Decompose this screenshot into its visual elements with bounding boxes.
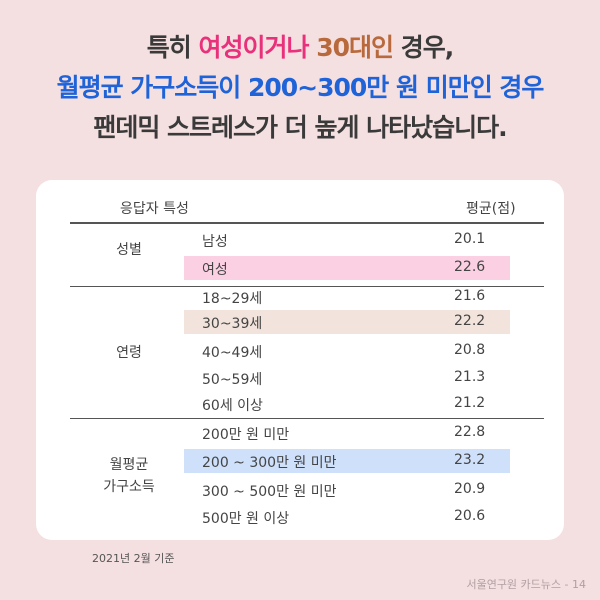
header-characteristic: 응답자 특성 [120, 201, 189, 217]
row-label: 18~29세 [202, 291, 263, 307]
row-label: 여성 [202, 262, 228, 278]
group-label-income: 월평균 가구소득 [70, 454, 188, 498]
group-label-gender: 성별 [116, 242, 142, 258]
table-row: 60세 이상 21.2 [184, 392, 510, 416]
table-row-highlight: 여성 22.6 [184, 256, 510, 280]
footnote-date: 2021년 2월 기준 [92, 552, 175, 565]
headline-line-2: 월평균 가구소득이 200~300만 원 미만인 경우 [56, 73, 545, 102]
table-row-highlight: 30~39세 22.2 [184, 310, 510, 334]
row-value: 20.1 [454, 231, 486, 247]
headline: 특히 여성이거나 30대인 경우, 월평균 가구소득이 200~300만 원 미… [0, 28, 600, 148]
row-value: 21.2 [454, 395, 486, 411]
row-label: 200 ~ 300만 원 미만 [202, 455, 337, 471]
row-value: 21.6 [454, 288, 486, 304]
row-label: 200만 원 미만 [202, 427, 290, 443]
headline-text: 특히 [146, 33, 199, 62]
row-label: 남성 [202, 234, 228, 250]
table-row: 40~49세 20.8 [184, 339, 510, 363]
headline-highlight-female: 여성이거나 [198, 33, 309, 62]
table-row: 남성 20.1 [184, 228, 510, 252]
row-label: 40~49세 [202, 345, 263, 361]
table-row: 50~59세 21.3 [184, 366, 510, 390]
table-row: 18~29세 21.6 [184, 285, 510, 309]
row-value: 20.9 [454, 481, 486, 497]
row-label: 60세 이상 [202, 398, 263, 414]
row-label: 300 ~ 500만 원 미만 [202, 484, 337, 500]
row-label: 500만 원 이상 [202, 511, 290, 527]
headline-line-1: 특히 여성이거나 30대인 경우, [0, 28, 600, 68]
row-value: 23.2 [454, 452, 486, 468]
table-row: 300 ~ 500만 원 미만 20.9 [184, 478, 510, 502]
headline-line-3: 팬데믹 스트레스가 더 높게 나타났습니다. [93, 113, 507, 142]
headline-highlight-30s: 30대인 [316, 33, 394, 62]
row-value: 21.3 [454, 369, 486, 385]
credit-label: 서울연구원 카드뉴스 - 14 [466, 578, 586, 591]
group-divider [70, 418, 544, 419]
row-label: 50~59세 [202, 372, 263, 388]
group-label-age: 연령 [116, 345, 142, 361]
headline-text: 경우, [393, 33, 455, 62]
table-top-rule [70, 222, 544, 224]
group-divider [70, 286, 544, 287]
row-value: 20.8 [454, 342, 486, 358]
row-label: 30~39세 [202, 316, 263, 332]
row-value: 20.6 [454, 508, 486, 524]
row-value: 22.2 [454, 313, 486, 329]
table-row-highlight: 200 ~ 300만 원 미만 23.2 [184, 449, 510, 473]
group-label-income-line2: 가구소득 [103, 479, 155, 495]
table-row: 500만 원 이상 20.6 [184, 505, 510, 529]
group-label-income-line1: 월평균 [109, 457, 149, 473]
row-value: 22.6 [454, 259, 486, 275]
row-value: 22.8 [454, 424, 486, 440]
header-score: 평균(점) [466, 201, 516, 217]
stats-table-card: 응답자 특성 평균(점) 성별 남성 20.1 여성 22.6 연령 18~29… [36, 180, 564, 540]
table-row: 200만 원 미만 22.8 [184, 421, 510, 445]
